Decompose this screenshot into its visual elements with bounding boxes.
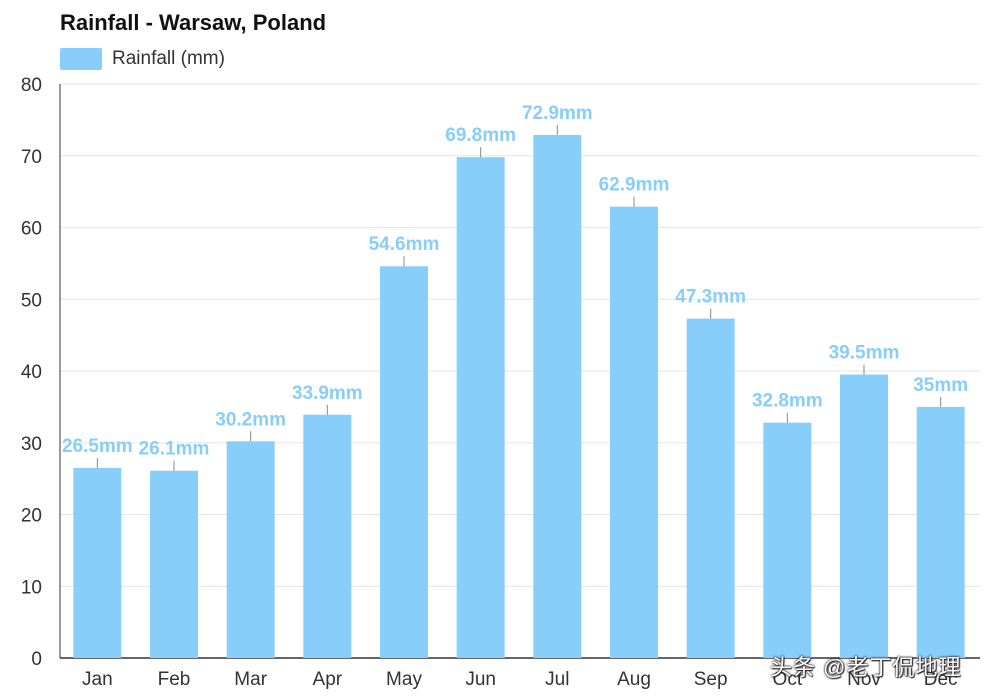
- bar-aug: [610, 206, 658, 658]
- y-tick-label: 0: [31, 649, 42, 670]
- x-tick-label: Nov: [847, 669, 881, 690]
- bar-value-label: 62.9mm: [599, 175, 670, 196]
- bar-value-label: 26.5mm: [62, 436, 133, 457]
- x-tick-label: Dec: [924, 669, 958, 690]
- legend-swatch: [60, 48, 102, 70]
- bar-dec: [916, 406, 965, 658]
- x-tick-label: Mar: [234, 669, 267, 690]
- bar-value-label: 30.2mm: [215, 409, 286, 430]
- y-tick-label: 10: [21, 577, 42, 598]
- y-tick-label: 30: [21, 434, 42, 455]
- chart-legend[interactable]: Rainfall (mm): [60, 48, 225, 70]
- y-tick-label: 20: [21, 506, 42, 527]
- bar-value-label: 69.8mm: [445, 125, 516, 146]
- bar-value-label: 33.9mm: [292, 383, 363, 404]
- bar-jun: [456, 157, 505, 658]
- bar-sep: [686, 318, 735, 658]
- x-tick-label: Jul: [545, 669, 569, 690]
- chart-title: Rainfall - Warsaw, Poland: [60, 10, 327, 35]
- bar-value-label: 35mm: [913, 375, 968, 396]
- x-tick-label: Aug: [617, 669, 651, 690]
- bar-value-label: 47.3mm: [675, 287, 746, 308]
- x-tick-label: Apr: [313, 669, 343, 690]
- x-tick-label: Sep: [694, 669, 728, 690]
- bar-nov: [840, 374, 888, 658]
- y-tick-label: 40: [21, 362, 42, 383]
- y-tick-label: 50: [21, 290, 42, 311]
- bar-mar: [226, 441, 275, 658]
- x-tick-label: May: [386, 669, 422, 690]
- watermark: 头条 @老丁侃地理: [770, 655, 962, 680]
- bar-feb: [150, 470, 198, 658]
- x-tick-label: Oct: [773, 669, 803, 690]
- bar-value-label: 39.5mm: [829, 343, 900, 364]
- bar-value-label: 26.1mm: [139, 439, 210, 460]
- bar-may: [380, 266, 428, 658]
- bar-value-label: 54.6mm: [369, 234, 440, 255]
- bar-jan: [73, 467, 122, 658]
- y-tick-label: 80: [21, 75, 42, 96]
- x-tick-label: Feb: [158, 669, 191, 690]
- bar-value-label: 32.8mm: [752, 391, 823, 412]
- x-tick-label: Jun: [465, 669, 496, 690]
- legend-label: Rainfall (mm): [112, 48, 225, 69]
- y-tick-label: 70: [21, 147, 42, 168]
- bar-apr: [303, 414, 352, 658]
- bar-oct: [763, 422, 812, 658]
- y-tick-label: 60: [21, 219, 42, 240]
- bar-jul: [533, 134, 582, 658]
- x-tick-label: Jan: [82, 669, 113, 690]
- bar-value-label: 72.9mm: [522, 103, 593, 124]
